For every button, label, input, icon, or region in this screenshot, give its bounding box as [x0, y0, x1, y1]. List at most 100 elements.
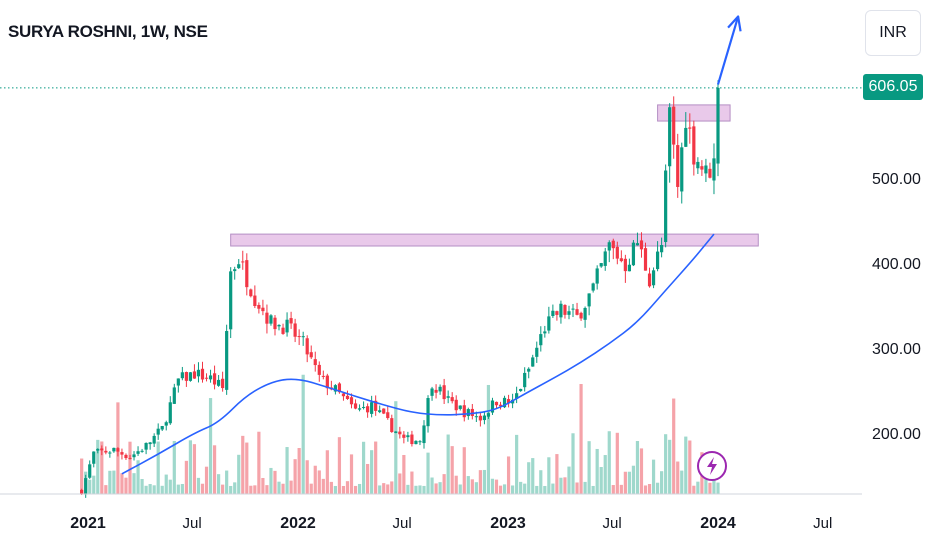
- candle-body: [285, 319, 289, 333]
- volume-bar: [321, 478, 325, 494]
- candle-body: [100, 448, 104, 451]
- lightning-icon[interactable]: [697, 451, 727, 481]
- candle-body: [378, 410, 382, 413]
- volume-bar: [104, 485, 108, 494]
- volume-bar: [442, 474, 446, 494]
- last-price-label: 606.05: [863, 74, 923, 100]
- candle-body: [668, 107, 672, 167]
- volume-bar: [273, 470, 277, 494]
- volume-bar: [651, 459, 656, 494]
- candle-body: [229, 271, 233, 330]
- candle-body: [623, 258, 627, 272]
- volume-bar: [426, 452, 430, 494]
- volume-bar: [631, 465, 636, 494]
- volume-bar: [225, 470, 229, 494]
- volume-bar: [301, 374, 305, 494]
- candle-body: [672, 106, 676, 145]
- candle-body: [313, 359, 317, 366]
- candle-body: [555, 311, 559, 315]
- candle-body: [160, 426, 164, 430]
- volume-bar: [591, 485, 595, 494]
- volume-bar: [217, 474, 221, 494]
- candle-body: [438, 386, 442, 392]
- candle-body: [277, 324, 281, 327]
- candle-body: [273, 317, 277, 330]
- volume-bar: [506, 456, 511, 494]
- volume-bar: [152, 485, 156, 494]
- candle-body: [366, 406, 370, 413]
- candle-body: [265, 312, 269, 324]
- candle-body: [547, 316, 551, 331]
- candle-body: [575, 309, 579, 315]
- candle-body: [156, 428, 160, 435]
- volume-bar: [486, 384, 491, 494]
- volume-bar: [470, 479, 474, 494]
- volume-bar: [329, 481, 333, 494]
- volume-bar: [140, 479, 144, 494]
- volume-bar: [482, 469, 487, 494]
- volume-bar: [200, 483, 205, 494]
- candle-body: [466, 409, 470, 417]
- candle-body: [204, 377, 209, 379]
- candle-body: [664, 170, 668, 243]
- volume-bar: [100, 441, 104, 494]
- volume-bar: [297, 448, 301, 494]
- candle-body: [301, 336, 305, 338]
- volume-bar: [317, 470, 321, 494]
- candle-body: [647, 273, 652, 287]
- candle-body: [531, 357, 535, 367]
- candle-body: [704, 165, 708, 174]
- volume-bar: [233, 482, 237, 494]
- volume-bar: [261, 477, 265, 494]
- volume-bar: [285, 447, 289, 494]
- volume-bar: [611, 485, 615, 494]
- candle-body: [450, 397, 454, 402]
- candle-body: [482, 415, 487, 421]
- volume-bar: [515, 434, 519, 494]
- candle-body: [410, 434, 414, 445]
- volume-bar: [531, 458, 535, 494]
- volume-bar: [156, 441, 160, 494]
- candle-body: [124, 454, 128, 459]
- x-tick-label: Jul: [813, 515, 832, 532]
- y-tick-label: 200.00: [872, 426, 921, 443]
- volume-bar: [575, 482, 579, 494]
- volume-bar: [221, 484, 225, 494]
- candle-body: [144, 442, 148, 450]
- candle-body: [688, 127, 692, 129]
- volume-bar: [502, 484, 507, 494]
- candle-body: [543, 331, 547, 334]
- candle-body: [233, 269, 237, 272]
- candle-body: [96, 448, 100, 451]
- volume-bar: [128, 441, 132, 494]
- candle-body: [692, 126, 696, 165]
- candle-body: [390, 418, 394, 433]
- volume-bar: [635, 441, 640, 494]
- x-tick-label: Jul: [183, 515, 202, 532]
- volume-bar: [96, 439, 100, 494]
- volume-bar: [527, 462, 531, 494]
- candle-body: [325, 375, 329, 389]
- volume-bar: [615, 432, 619, 494]
- candle-body: [84, 478, 88, 495]
- volume-bar: [712, 470, 716, 494]
- projection-arrow: [716, 15, 742, 85]
- candle-body: [200, 368, 205, 380]
- candle-body: [627, 264, 631, 272]
- candle-body: [88, 464, 92, 478]
- candle-body: [402, 434, 406, 438]
- volume-bar: [498, 485, 503, 494]
- volume-bar: [454, 475, 458, 494]
- volume-bar: [571, 433, 575, 494]
- currency-button[interactable]: INR: [865, 10, 921, 56]
- y-tick-label: 500.00: [872, 171, 921, 188]
- candle-body: [120, 452, 124, 455]
- candle-body: [237, 264, 241, 269]
- candle-body: [269, 315, 273, 324]
- volume-bar: [204, 466, 209, 494]
- volume-bar: [430, 477, 434, 494]
- volume-bar: [172, 440, 176, 494]
- candle-body: [619, 258, 623, 262]
- volume-bar: [450, 446, 454, 494]
